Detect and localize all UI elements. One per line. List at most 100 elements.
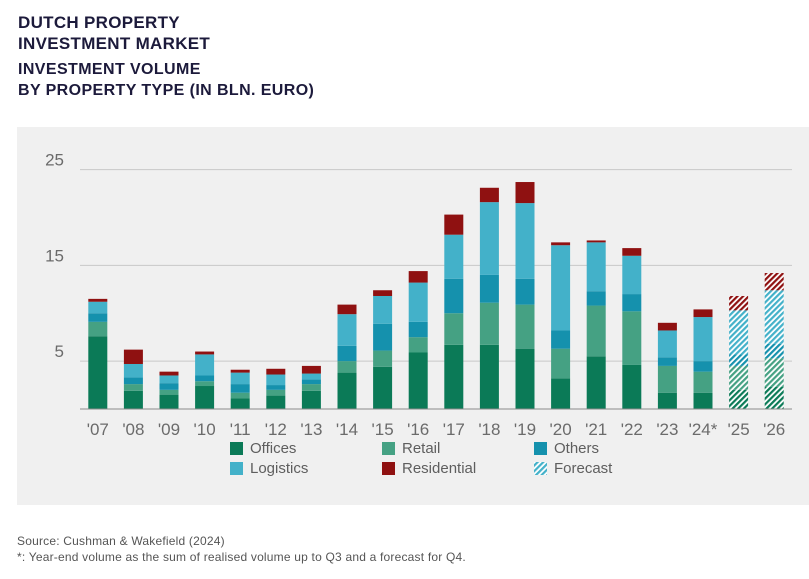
bar-retail-16 xyxy=(408,337,428,353)
bar-residential-09 xyxy=(159,371,179,376)
bar-residential-10 xyxy=(195,351,215,355)
bar-retail-22 xyxy=(622,311,642,365)
bar-offices-14 xyxy=(337,372,357,409)
legend-swatch-others xyxy=(534,442,547,455)
bar-offices-22 xyxy=(622,364,642,409)
chart-subtitle: INVESTMENT VOLUME BY PROPERTY TYPE (IN B… xyxy=(18,59,314,101)
bar-retail-08 xyxy=(123,384,143,391)
bar-retail-24 xyxy=(693,371,713,393)
bar-offices-25 xyxy=(729,389,749,409)
bar-retail-15 xyxy=(373,350,393,367)
bar-others-21 xyxy=(586,291,606,306)
bar-others-16 xyxy=(408,321,428,338)
bar-retail-18 xyxy=(479,302,499,345)
x-tick-label: '14 xyxy=(336,420,358,439)
bar-others-13 xyxy=(301,379,321,385)
bar-retail-12 xyxy=(266,389,286,396)
bar-others-11 xyxy=(230,384,250,393)
bar-retail-17 xyxy=(444,313,464,345)
chart-title-line-1: DUTCH PROPERTY xyxy=(18,13,180,32)
bar-logistics-09 xyxy=(159,375,179,384)
bar-others-15 xyxy=(373,323,393,351)
bar-retail-19 xyxy=(515,304,535,349)
x-tick-label: '16 xyxy=(407,420,429,439)
y-tick-label: 25 xyxy=(45,151,64,170)
bar-retail-09 xyxy=(159,389,179,395)
bar-offices-19 xyxy=(515,348,535,409)
bar-offices-21 xyxy=(586,356,606,409)
bar-retail-21 xyxy=(586,305,606,357)
y-tick-label: 5 xyxy=(55,342,64,361)
bar-residential-21 xyxy=(586,240,606,243)
bar-others-19 xyxy=(515,278,535,305)
bar-residential-26 xyxy=(764,273,784,291)
bar-offices-15 xyxy=(373,366,393,409)
bar-offices-16 xyxy=(408,352,428,409)
x-tick-label: '21 xyxy=(585,420,607,439)
bar-logistics-13 xyxy=(301,373,321,380)
legend-swatch-logistics xyxy=(230,462,243,475)
bar-offices-18 xyxy=(479,344,499,409)
bar-others-24 xyxy=(693,361,713,372)
bar-retail-11 xyxy=(230,392,250,399)
bar-offices-10 xyxy=(195,386,215,409)
bar-logistics-07 xyxy=(88,301,108,314)
bar-retail-14 xyxy=(337,361,357,373)
bar-offices-20 xyxy=(551,378,571,409)
legend-swatch-retail xyxy=(382,442,395,455)
bar-logistics-22 xyxy=(622,255,642,295)
bar-logistics-12 xyxy=(266,374,286,386)
legend-label-forecast: Forecast xyxy=(554,460,613,477)
source-text: Source: Cushman & Wakefield (2024) xyxy=(17,534,225,548)
bar-logistics-21 xyxy=(586,242,606,292)
x-tick-label: '09 xyxy=(158,420,180,439)
chart-subtitle-line-2: BY PROPERTY TYPE (IN BLN. EURO) xyxy=(18,82,315,99)
bar-offices-08 xyxy=(123,390,143,409)
bar-logistics-08 xyxy=(123,363,143,378)
x-tick-label: '12 xyxy=(265,420,287,439)
bar-residential-13 xyxy=(301,365,321,374)
x-tick-label: '23 xyxy=(656,420,678,439)
bar-logistics-10 xyxy=(195,354,215,376)
bar-logistics-11 xyxy=(230,372,250,385)
bar-logistics-26 xyxy=(764,290,784,344)
bar-others-25 xyxy=(729,354,749,366)
bar-retail-23 xyxy=(657,365,677,393)
x-tick-label: '22 xyxy=(621,420,643,439)
chart-title: DUTCH PROPERTY INVESTMENT MARKET xyxy=(18,12,210,54)
bar-logistics-20 xyxy=(551,245,571,331)
x-tick-label: '19 xyxy=(514,420,536,439)
bar-others-26 xyxy=(764,343,784,359)
bar-others-08 xyxy=(123,377,143,385)
bar-residential-11 xyxy=(230,369,250,373)
bar-residential-14 xyxy=(337,304,357,315)
legend-swatch-forecast xyxy=(534,462,547,475)
bar-offices-07 xyxy=(88,336,108,409)
bar-retail-10 xyxy=(195,381,215,387)
bar-retail-20 xyxy=(551,348,571,379)
x-tick-label: '26 xyxy=(763,420,785,439)
x-tick-label: '07 xyxy=(87,420,109,439)
bar-retail-07 xyxy=(88,321,108,337)
bar-offices-23 xyxy=(657,392,677,409)
y-tick-label: 15 xyxy=(45,246,64,265)
bar-others-22 xyxy=(622,294,642,312)
bar-residential-25 xyxy=(729,295,749,311)
bar-others-10 xyxy=(195,375,215,382)
bar-residential-22 xyxy=(622,248,642,256)
x-tick-label: '24* xyxy=(689,420,718,439)
bar-retail-26 xyxy=(764,358,784,387)
legend-swatch-residential xyxy=(382,462,395,475)
x-tick-label: '10 xyxy=(194,420,216,439)
bar-offices-17 xyxy=(444,344,464,409)
x-tick-label: '08 xyxy=(122,420,144,439)
bar-logistics-15 xyxy=(373,295,393,324)
x-tick-label: '25 xyxy=(728,420,750,439)
bar-residential-19 xyxy=(515,182,535,204)
legend-label-others: Others xyxy=(554,440,599,457)
source-notes: Source: Cushman & Wakefield (2024) *: Ye… xyxy=(17,533,466,565)
bar-others-12 xyxy=(266,385,286,390)
x-tick-label: '20 xyxy=(550,420,572,439)
bar-logistics-19 xyxy=(515,203,535,279)
bar-residential-15 xyxy=(373,290,393,296)
